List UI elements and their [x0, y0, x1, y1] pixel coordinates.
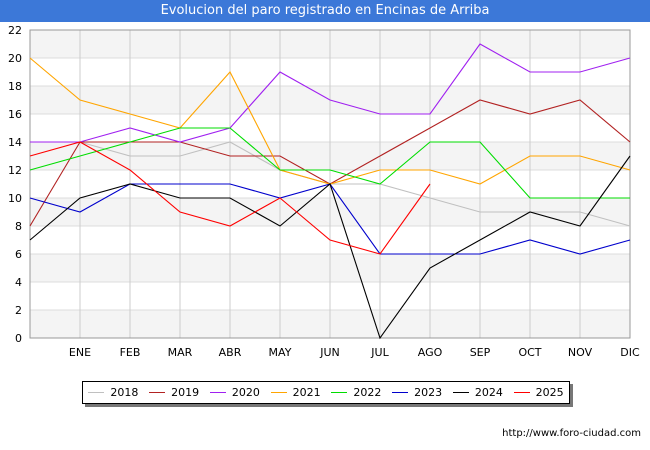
- y-tick-label: 6: [15, 248, 22, 261]
- legend-item-2021: 2021: [270, 386, 321, 399]
- legend-swatch: [149, 392, 166, 393]
- legend-label: 2025: [535, 386, 564, 399]
- legend-item-2023: 2023: [392, 386, 442, 399]
- x-tick-label: ENE: [69, 346, 91, 359]
- series-line-2020: [30, 43, 631, 143]
- legend-swatch: [392, 392, 409, 393]
- legend-label: 2020: [231, 386, 260, 399]
- x-tick-label: NOV: [568, 346, 593, 359]
- y-axis-labels: 0 2 4 6 8 10 12 14 16 18 20 22: [8, 24, 22, 345]
- x-axis-labels: ENE FEB MAR ABR MAY JUN JUL AGO SEP OCT NOV DIC: [69, 346, 640, 359]
- x-tick-label: MAR: [168, 346, 193, 359]
- y-tick-label: 20: [8, 52, 22, 65]
- x-tick-label: SEP: [470, 346, 491, 359]
- x-tick-label: MAY: [269, 346, 292, 359]
- legend-swatch: [88, 392, 105, 393]
- y-tick-label: 2: [15, 304, 22, 317]
- x-tick-label: AGO: [418, 346, 443, 359]
- legend-item-2025: 2025: [513, 386, 564, 399]
- legend: 2018 2019 2020 2021 2022 2023 2024 2025: [82, 381, 570, 404]
- legend-label: 2019: [171, 386, 200, 399]
- y-tick-label: 22: [8, 24, 22, 37]
- legend-label: 2023: [414, 386, 443, 399]
- x-tick-label: DIC: [620, 346, 640, 359]
- legend-item-2018: 2018: [88, 386, 138, 399]
- legend-label: 2022: [353, 386, 382, 399]
- x-tick-label: ABR: [219, 346, 242, 359]
- plot-frame: [29, 29, 631, 339]
- legend-swatch: [452, 392, 469, 393]
- x-tick-label: FEB: [120, 346, 141, 359]
- axes: [29, 29, 631, 339]
- legend-label: 2024: [474, 386, 503, 399]
- y-tick-label: 12: [8, 164, 22, 177]
- x-tick-label: JUN: [319, 346, 340, 359]
- x-tick-label: JUL: [370, 346, 389, 359]
- legend-label: 2021: [292, 386, 321, 399]
- y-tick-label: 18: [8, 80, 22, 93]
- legend-item-2024: 2024: [452, 386, 503, 399]
- chart-title: Evolucion del paro registrado en Encinas…: [0, 0, 650, 22]
- legend-swatch: [513, 392, 530, 393]
- legend-label: 2018: [110, 386, 139, 399]
- legend-swatch: [270, 392, 287, 393]
- series-line-2024: [29, 155, 631, 340]
- y-tick-label: 0: [15, 332, 22, 345]
- y-tick-label: 4: [15, 276, 22, 289]
- y-tick-label: 14: [8, 136, 22, 149]
- series-lines: [29, 43, 631, 340]
- source-url: http://www.foro-ciudad.com: [502, 428, 641, 439]
- legend-swatch: [331, 392, 348, 393]
- y-tick-label: 16: [8, 108, 22, 121]
- series-line-2022: [29, 127, 630, 199]
- y-tick-label: 8: [15, 220, 22, 233]
- x-tick-label: OCT: [518, 346, 541, 359]
- legend-swatch: [209, 392, 226, 393]
- legend-item-2022: 2022: [331, 386, 381, 399]
- legend-item-2019: 2019: [149, 386, 199, 399]
- gridlines: [29, 29, 631, 339]
- y-tick-label: 10: [8, 192, 22, 205]
- legend-item-2020: 2020: [209, 386, 260, 399]
- series-line-2025: [29, 141, 431, 255]
